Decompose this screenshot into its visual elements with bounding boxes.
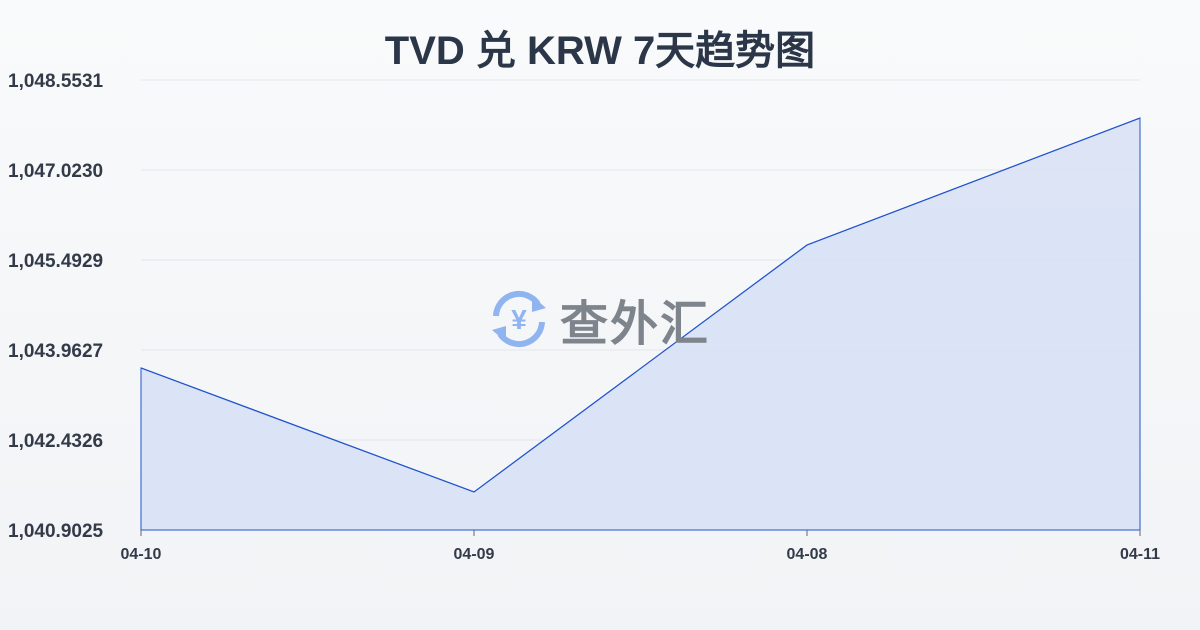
yen-exchange-icon: ¥ <box>492 290 546 348</box>
data-point <box>1139 117 1141 119</box>
x-tick-label: 04-10 <box>121 546 162 563</box>
y-tick-label: 1,047.0230 <box>8 161 103 182</box>
data-point <box>806 244 808 246</box>
y-tick-label: 1,042.4326 <box>8 431 103 452</box>
x-tick-label: 04-11 <box>1120 546 1160 563</box>
y-tick-label: 1,043.9627 <box>8 341 103 362</box>
series-line <box>140 117 1141 493</box>
y-tick-label: 1,045.4929 <box>8 251 103 272</box>
x-tick-label: 04-08 <box>787 546 828 563</box>
chart-title: TVD 兑 KRW 7天趋势图 <box>384 29 816 73</box>
x-tick-label: 04-09 <box>454 546 495 563</box>
svg-text:¥: ¥ <box>511 304 527 335</box>
data-point <box>473 491 475 493</box>
watermark-text: 查外汇 <box>560 298 711 351</box>
y-tick-label: 1,040.9025 <box>8 521 104 542</box>
watermark: ¥ 查外汇 <box>488 284 710 354</box>
y-tick-label: 1,048.5531 <box>8 71 104 92</box>
data-point <box>140 367 142 369</box>
